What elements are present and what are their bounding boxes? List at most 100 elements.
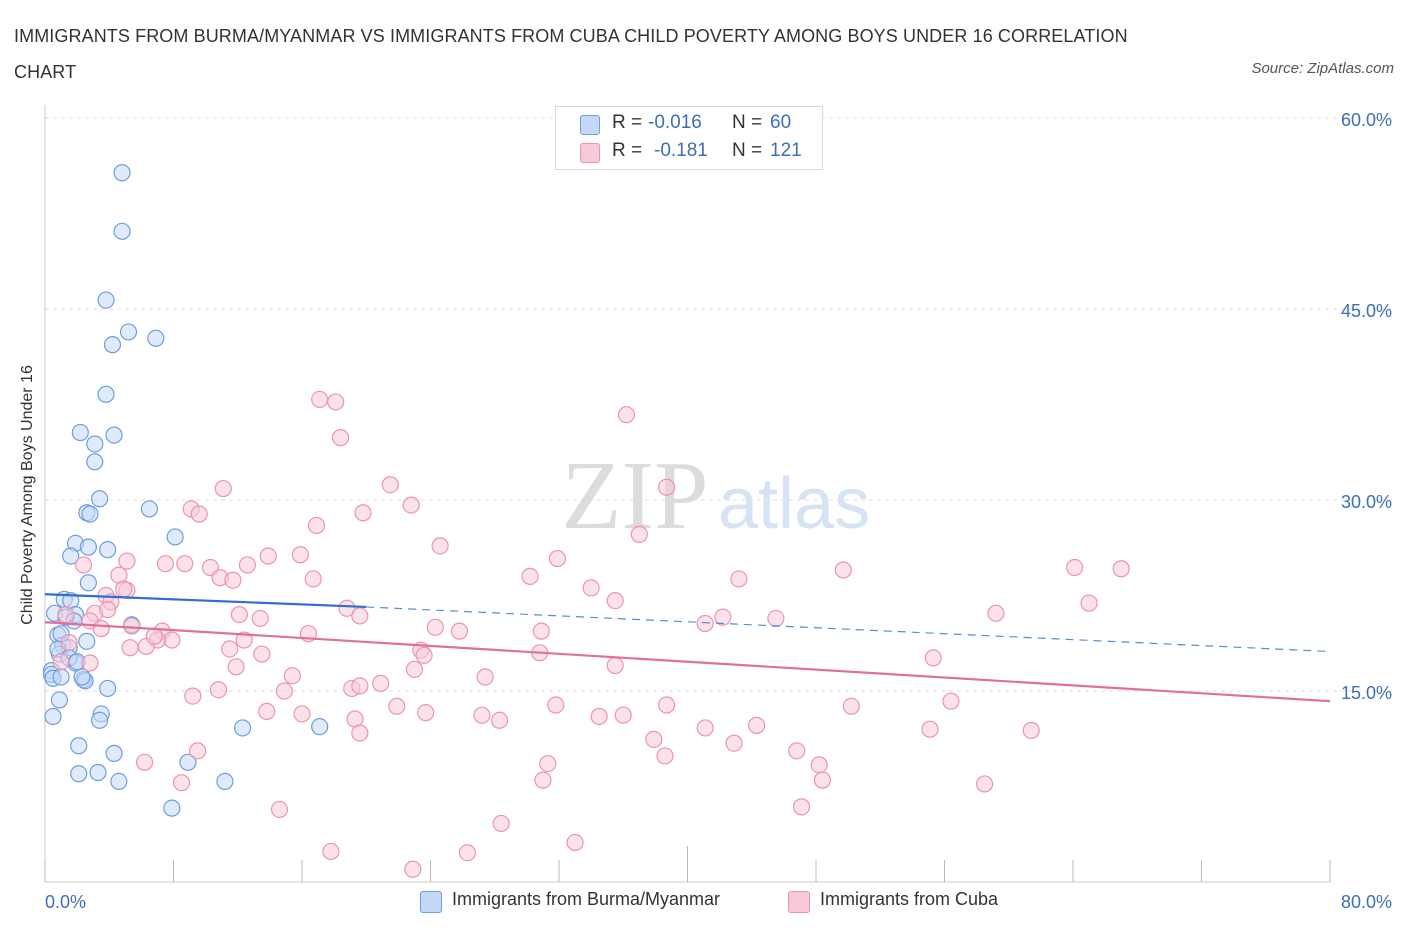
cuba-point [352,725,368,741]
cuba-point [535,772,551,788]
burma-point [104,337,120,353]
cuba-point [943,693,959,709]
watermark: ZIP atlas [562,442,871,550]
y-tick-label: 30.0% [1341,492,1392,512]
cuba-point [225,572,241,588]
cuba-point [93,621,109,637]
cuba-point [607,593,623,609]
cuba-point [794,799,810,815]
grid-lines [45,118,1392,691]
cuba-point [659,697,675,713]
burma-legend-label: Immigrants from Burma/Myanmar [452,889,720,910]
burma-points [43,165,327,816]
cuba-point [252,610,268,626]
cuba-point [459,845,475,861]
burma-point [312,719,328,735]
cuba-point [925,650,941,666]
cuba-point [259,703,275,719]
cuba-point [210,682,226,698]
cuba-point [977,776,993,792]
y-tick-label: 60.0% [1341,110,1392,130]
cuba-point [164,632,180,648]
cuba-point [432,538,448,554]
cuba-point [323,843,339,859]
burma-swatch [580,115,600,135]
burma-point [79,633,95,649]
cuba-point [731,571,747,587]
cuba-point [185,688,201,704]
cuba-point [646,731,662,747]
burma-point [164,800,180,816]
cuba-point [618,407,634,423]
cuba-r-value: -0.181 [654,140,708,162]
burma-point [106,427,122,443]
cuba-point [53,654,69,670]
burma-point [71,766,87,782]
x-tick-label: 0.0% [45,892,86,912]
cuba-point [474,707,490,723]
burma-point [87,454,103,470]
cuba-point [328,394,344,410]
burma-n-value: 60 [770,112,791,134]
cuba-point [260,548,276,564]
cuba-point [100,602,116,618]
cuba-point [988,605,1004,621]
cuba-point [222,641,238,657]
burma-trend-extension [366,607,1330,652]
cuba-point [522,568,538,584]
y-tick-label: 15.0% [1341,683,1392,703]
cuba-point [768,610,784,626]
cuba-point [215,481,231,497]
cuba-point [177,556,193,572]
burma-point [51,692,67,708]
cuba-point [276,683,292,699]
cuba-point [239,557,255,573]
cuba-point [389,698,405,714]
burma-point [71,738,87,754]
cuba-point [922,721,938,737]
cuba-point [427,619,443,635]
cuba-point [352,678,368,694]
cuba-n-label: N = [732,140,762,162]
burma-point [90,764,106,780]
cuba-point [1023,722,1039,738]
cuba-point [405,861,421,877]
cuba-point [124,618,140,634]
cuba-point [119,553,135,569]
cuba-point [272,801,288,817]
cuba-point [567,835,583,851]
burma-point [111,773,127,789]
cuba-point [814,772,830,788]
cuba-point [122,640,138,656]
burma-point [167,529,183,545]
cuba-point [190,743,206,759]
cuba-point [333,430,349,446]
cuba-point [615,707,631,723]
cuba-point [382,477,398,493]
burma-point [98,386,114,402]
burma-point [100,680,116,696]
cuba-point [355,505,371,521]
cuba-legend-swatch [788,891,810,913]
cuba-point [352,608,368,624]
cuba-point [583,580,599,596]
cuba-point [1067,559,1083,575]
cuba-point [659,479,675,495]
cuba-point [749,717,765,733]
burma-n-label: N = [732,112,762,134]
cuba-point [82,655,98,671]
cuba-point [591,708,607,724]
cuba-point [406,661,422,677]
cuba-point [137,754,153,770]
burma-point [80,539,96,555]
cuba-point [657,748,673,764]
burma-point [106,745,122,761]
cuba-point [416,647,432,663]
cuba-point [373,675,389,691]
burma-point [121,324,137,340]
cuba-point [76,557,92,573]
cuba-point [116,581,132,597]
cuba-point [403,497,419,513]
cuba-point [308,517,324,533]
burma-point [92,712,108,728]
